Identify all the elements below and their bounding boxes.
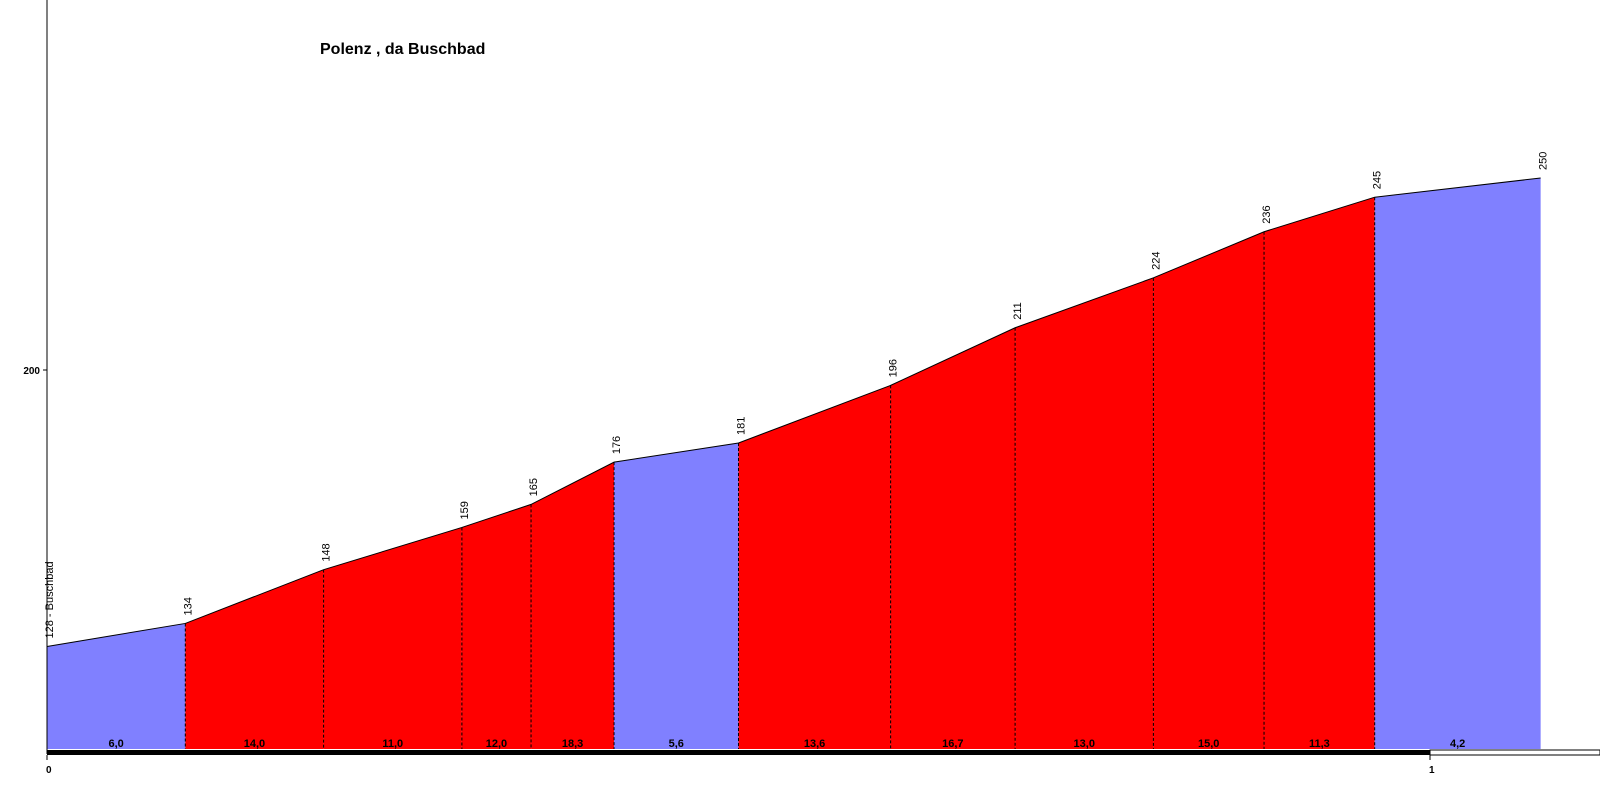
elevation-label: 165	[528, 478, 540, 496]
segment-fill	[461, 504, 532, 749]
segment-fill	[738, 385, 891, 749]
x-axis-bar-extension	[1429, 749, 1600, 756]
elevation-label: 236	[1261, 205, 1273, 223]
elevation-label: 134	[182, 597, 194, 615]
elevation-label: 128 - Buschbad	[44, 561, 56, 638]
gradient-label: 6,0	[109, 738, 124, 750]
segment-dividers	[184, 197, 1376, 749]
elevation-label: 181	[736, 417, 748, 435]
gradient-label: 18,3	[562, 738, 583, 750]
gradient-segments	[47, 178, 1541, 749]
gradient-labels: 6,0 14,0 11,0 12,0 18,3 5,6 13,6 16,7 13,0 15,0 11…	[109, 738, 1466, 750]
gradient-label: 14,0	[244, 738, 265, 750]
axes: 200 0 1	[23, 0, 1600, 776]
profile-line	[46, 177, 1541, 647]
segment-fill	[323, 527, 462, 749]
segment-fill	[185, 569, 324, 749]
y-tick-label: 200	[23, 366, 40, 377]
elevation-label: 176	[611, 436, 623, 454]
elevation-label: 245	[1372, 171, 1384, 189]
segment-fill	[47, 623, 186, 749]
elevation-label: 211	[1012, 302, 1024, 320]
elevation-label: 148	[321, 543, 333, 561]
segment-fill	[1374, 178, 1541, 749]
segment-fill	[1153, 231, 1265, 749]
segment-fill	[890, 327, 1016, 749]
gradient-label: 4,2	[1450, 738, 1465, 750]
gradient-label: 16,7	[942, 738, 963, 750]
x-axis-bar	[47, 750, 1430, 755]
segment-fill	[1015, 277, 1154, 749]
segment-fill	[1264, 197, 1375, 749]
gradient-label: 5,6	[669, 738, 684, 750]
elevation-label: 159	[459, 501, 471, 519]
elevation-label: 250	[1538, 152, 1550, 170]
gradient-label: 12,0	[486, 738, 507, 750]
segment-fill	[531, 462, 615, 749]
elevation-label: 224	[1150, 251, 1162, 269]
segment-fill	[614, 442, 739, 749]
elevation-labels: 128 - Buschbad 134 148 159 165 176 181 196 211 22…	[44, 152, 1550, 639]
x-tick-label: 0	[46, 765, 52, 776]
x-tick-label: 1	[1429, 765, 1435, 776]
gradient-label: 13,6	[804, 738, 825, 750]
gradient-label: 15,0	[1198, 738, 1219, 750]
elevation-label: 196	[888, 359, 900, 377]
chart-title: Polenz , da Buschbad	[320, 41, 485, 58]
gradient-label: 11,3	[1309, 738, 1330, 750]
gradient-label: 11,0	[382, 738, 403, 750]
gradient-label: 13,0	[1074, 738, 1095, 750]
profile-outline	[46, 177, 1541, 647]
